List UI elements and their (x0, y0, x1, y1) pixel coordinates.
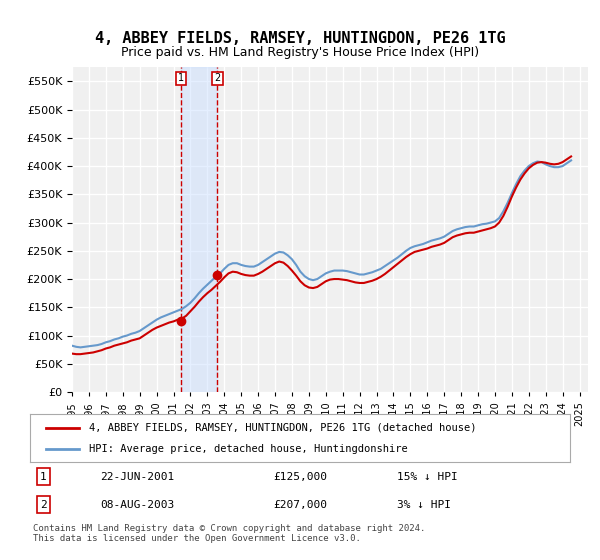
Text: Price paid vs. HM Land Registry's House Price Index (HPI): Price paid vs. HM Land Registry's House … (121, 46, 479, 59)
Text: Contains HM Land Registry data © Crown copyright and database right 2024.
This d: Contains HM Land Registry data © Crown c… (33, 524, 425, 543)
Text: 3% ↓ HPI: 3% ↓ HPI (397, 500, 451, 510)
Bar (181, 67, 217, 392)
Text: 22-JUN-2001: 22-JUN-2001 (100, 472, 175, 482)
Text: HPI: Average price, detached house, Huntingdonshire: HPI: Average price, detached house, Hunt… (89, 444, 408, 454)
Text: £207,000: £207,000 (273, 500, 327, 510)
Text: 2: 2 (40, 500, 47, 510)
Text: 15% ↓ HPI: 15% ↓ HPI (397, 472, 458, 482)
Text: 1: 1 (40, 472, 47, 482)
Text: 4, ABBEY FIELDS, RAMSEY, HUNTINGDON, PE26 1TG: 4, ABBEY FIELDS, RAMSEY, HUNTINGDON, PE2… (95, 31, 505, 46)
Text: 08-AUG-2003: 08-AUG-2003 (100, 500, 175, 510)
Text: £125,000: £125,000 (273, 472, 327, 482)
Text: 2: 2 (214, 73, 221, 83)
Text: 4, ABBEY FIELDS, RAMSEY, HUNTINGDON, PE26 1TG (detached house): 4, ABBEY FIELDS, RAMSEY, HUNTINGDON, PE2… (89, 423, 477, 433)
Text: 1: 1 (178, 73, 185, 83)
